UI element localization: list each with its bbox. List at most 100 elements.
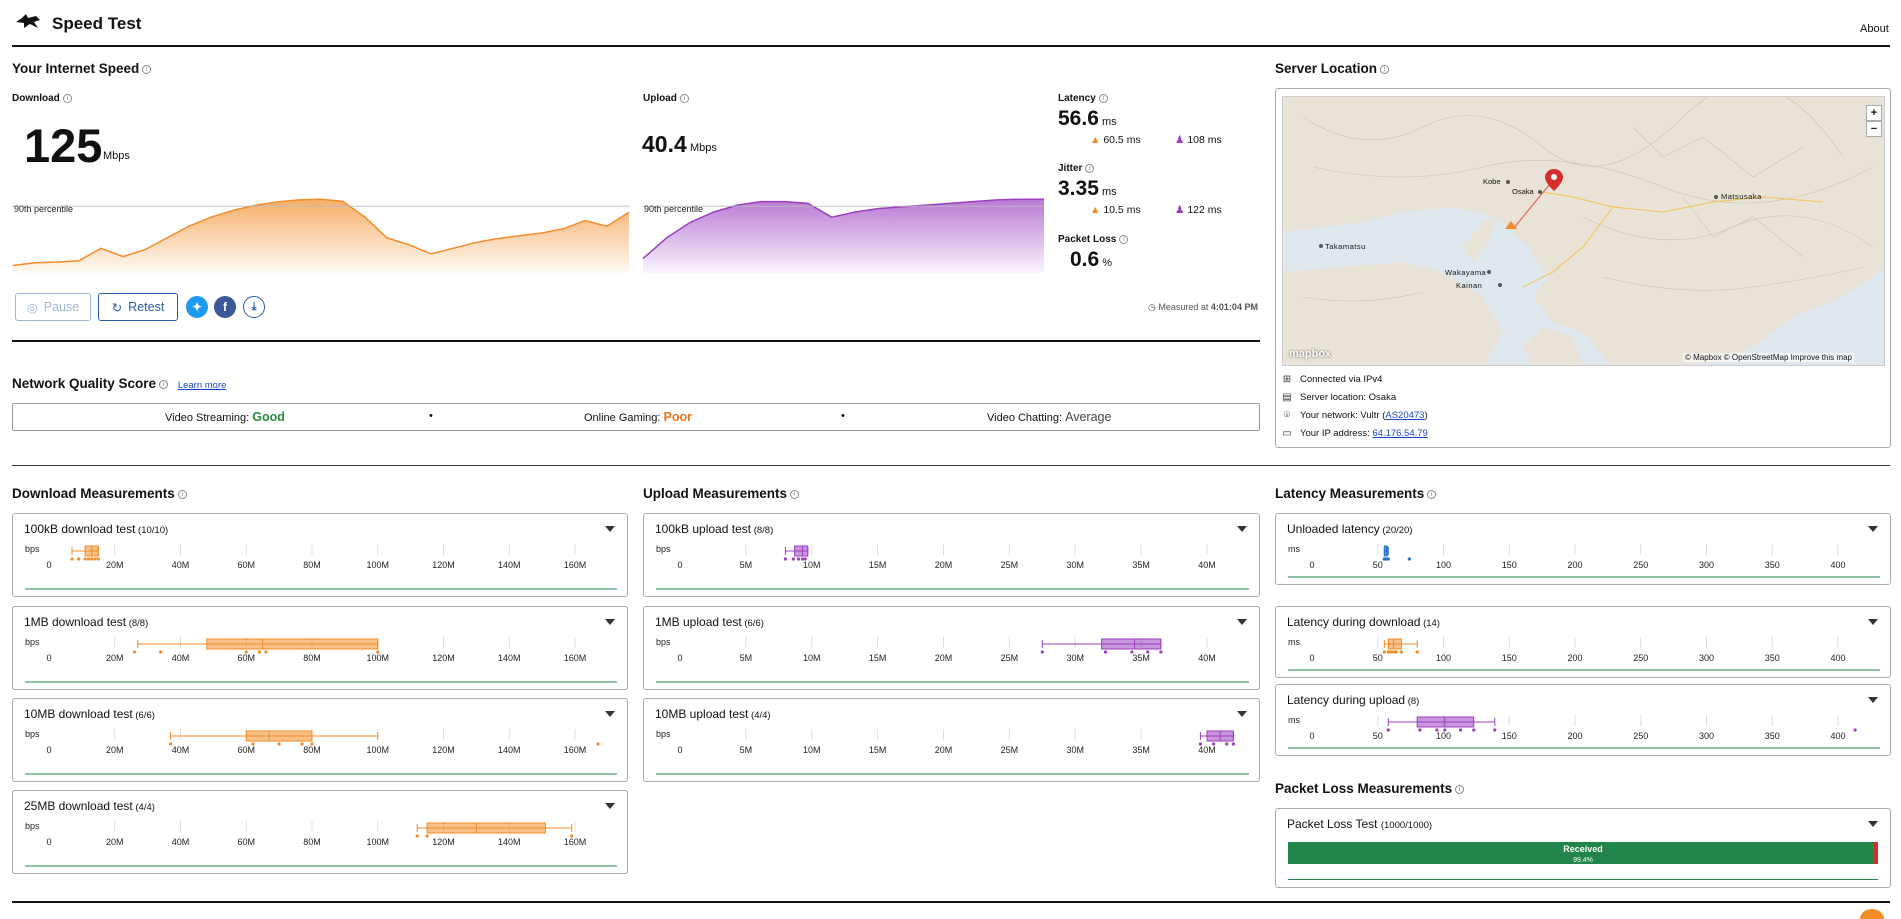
- percentile-label: 90th percentile: [644, 204, 703, 214]
- axis-tick-label: 400: [1830, 731, 1845, 741]
- packet-loss-baseline: [1288, 879, 1878, 880]
- sample-point: [96, 557, 100, 561]
- info-icon: i: [1380, 64, 1390, 74]
- sample-point: [1418, 728, 1422, 732]
- chevron-down-icon[interactable]: [1868, 526, 1878, 532]
- sample-point: [415, 834, 419, 838]
- zoom-out-button[interactable]: −: [1866, 121, 1882, 137]
- latency-label: Latency i: [1058, 93, 1108, 104]
- latency-down: ▲ 60.5 ms: [1090, 134, 1141, 146]
- app-logo-icon: [14, 12, 42, 32]
- axis-tick-label: 20M: [935, 560, 953, 570]
- map-label-kainan: Kainan: [1456, 281, 1483, 290]
- axis-tick-label: 50: [1373, 731, 1383, 741]
- packet-loss-test-title: Packet Loss Test (1000/1000): [1287, 817, 1433, 831]
- axis-unit: bps: [25, 637, 40, 647]
- learn-more-link[interactable]: Learn more: [177, 380, 227, 391]
- axis-tick-label: 120M: [432, 560, 455, 570]
- latency-test-card[interactable]: Unloaded latency (20/20) ms 0 50 100 150 200 25…: [1275, 513, 1891, 585]
- sample-point: [1394, 650, 1398, 654]
- speed-divider: [12, 340, 1260, 342]
- pause-button[interactable]: ◎ Pause: [15, 293, 91, 321]
- chevron-down-icon[interactable]: [1868, 697, 1878, 703]
- axis-tick-label: 160M: [564, 837, 587, 847]
- chevron-down-icon[interactable]: [1868, 821, 1878, 827]
- sample-point: [425, 834, 429, 838]
- axis-tick-label: 80M: [303, 653, 321, 663]
- axis-tick-label: 50: [1373, 653, 1383, 663]
- download-test-card[interactable]: 100kB download test (10/10) bps 0 20M 40M 60M…: [12, 513, 628, 597]
- sample-point: [1389, 650, 1393, 654]
- chevron-down-icon[interactable]: [605, 619, 615, 625]
- axis-unit: ms: [1288, 715, 1300, 725]
- measurement-title: 1MB upload test (6/6): [655, 615, 764, 629]
- ip-link[interactable]: 64.176.54.79: [1372, 428, 1428, 439]
- upload-test-card[interactable]: 100kB upload test (8/8) bps 0 5M 10M 15M 20M 25…: [643, 513, 1260, 597]
- download-results-button[interactable]: ⤓: [243, 296, 265, 318]
- packet-loss-received-label: Received 99.4%: [1563, 844, 1603, 864]
- internet-speed-title: Your Internet Speed i: [12, 61, 152, 76]
- info-icon: i: [1085, 163, 1095, 173]
- chevron-down-icon[interactable]: [1237, 711, 1247, 717]
- sample-point: [93, 557, 97, 561]
- monitor-icon: ▭: [1282, 427, 1292, 439]
- connected-row: ⊞ Connected via IPv4: [1282, 373, 1383, 385]
- upload-person-icon: ♟: [1175, 134, 1185, 146]
- axis-tick-label: 100M: [366, 745, 389, 755]
- jitter-label: Jitter i: [1058, 163, 1095, 174]
- boxplot-chart: bps 0 5M 10M 15M 20M 25M 30M 35M 40M: [656, 729, 1249, 775]
- axis-tick-label: 80M: [303, 745, 321, 755]
- axis-tick-label: 100M: [366, 560, 389, 570]
- axis-tick-label: 140M: [498, 745, 521, 755]
- nqs-separator: •: [429, 410, 433, 422]
- footer-rule: [12, 901, 1890, 903]
- axis-tick-label: 120M: [432, 653, 455, 663]
- axis-unit: bps: [25, 729, 40, 739]
- axis-tick-label: 140M: [498, 560, 521, 570]
- measurement-title: 100kB upload test (8/8): [655, 522, 774, 536]
- download-test-card[interactable]: 25MB download test (4/4) bps 0 20M 40M 60M 80M…: [12, 790, 628, 874]
- about-link[interactable]: About: [1860, 23, 1889, 35]
- as-link[interactable]: AS20473: [1385, 410, 1425, 421]
- retest-button[interactable]: ↻ Retest: [98, 293, 178, 321]
- chevron-down-icon[interactable]: [605, 711, 615, 717]
- download-unit: Mbps: [103, 150, 130, 162]
- app-title: Speed Test: [52, 14, 142, 33]
- info-icon: i: [1098, 93, 1108, 103]
- chevron-down-icon[interactable]: [1868, 619, 1878, 625]
- sample-point: [83, 557, 87, 561]
- sample-point: [596, 742, 600, 746]
- axis-tick-label: 0: [1309, 653, 1314, 663]
- map-attribution[interactable]: © Mapbox © OpenStreetMap Improve this ma…: [1683, 353, 1854, 362]
- chevron-down-icon[interactable]: [1237, 619, 1247, 625]
- axis-tick-label: 400: [1830, 560, 1845, 570]
- upload-test-card[interactable]: 10MB upload test (4/4) bps 0 5M 10M 15M 20M 25M…: [643, 698, 1260, 782]
- upload-chart: 90th percentile: [642, 198, 1045, 273]
- download-test-card[interactable]: 1MB download test (8/8) bps 0 20M 40M 60M 80M 1…: [12, 606, 628, 690]
- zoom-in-button[interactable]: +: [1866, 105, 1882, 121]
- twitter-share-button[interactable]: ✦: [186, 296, 208, 318]
- packet-loss-test-card[interactable]: Packet Loss Test (1000/1000) Received 99.…: [1275, 808, 1891, 888]
- axis-unit: ms: [1288, 544, 1300, 554]
- axis-unit: ms: [1288, 637, 1300, 647]
- axis-tick-label: 250: [1633, 653, 1648, 663]
- server-map[interactable]: Kobe Osaka Matsusaka Takamatsu Wakayama …: [1282, 96, 1885, 366]
- axis-tick-label: 20M: [106, 837, 124, 847]
- sample-point: [1472, 728, 1476, 732]
- latency-test-card[interactable]: Latency during download (14) ms 0 50 100 150 2…: [1275, 606, 1891, 678]
- info-icon: i: [62, 93, 72, 103]
- axis-tick-label: 10M: [803, 653, 821, 663]
- sample-point: [791, 557, 795, 561]
- chevron-down-icon[interactable]: [605, 526, 615, 532]
- map-label-osaka: Osaka: [1512, 187, 1534, 196]
- download-test-card[interactable]: 10MB download test (6/6) bps 0 20M 40M 60M 80M…: [12, 698, 628, 782]
- chevron-down-icon[interactable]: [1237, 526, 1247, 532]
- upload-test-card[interactable]: 1MB upload test (6/6) bps 0 5M 10M 15M 20M 25M 3…: [643, 606, 1260, 690]
- measurement-title: Latency during upload (8): [1287, 693, 1420, 707]
- chevron-down-icon[interactable]: [605, 803, 615, 809]
- latency-test-card[interactable]: Latency during upload (8) ms 0 50 100 150 200 2…: [1275, 684, 1891, 756]
- facebook-share-button[interactable]: f: [214, 296, 236, 318]
- axis-tick-label: 350: [1765, 653, 1780, 663]
- clock-icon: ◷: [1148, 302, 1156, 312]
- footer-feedback-icon[interactable]: [1860, 909, 1884, 919]
